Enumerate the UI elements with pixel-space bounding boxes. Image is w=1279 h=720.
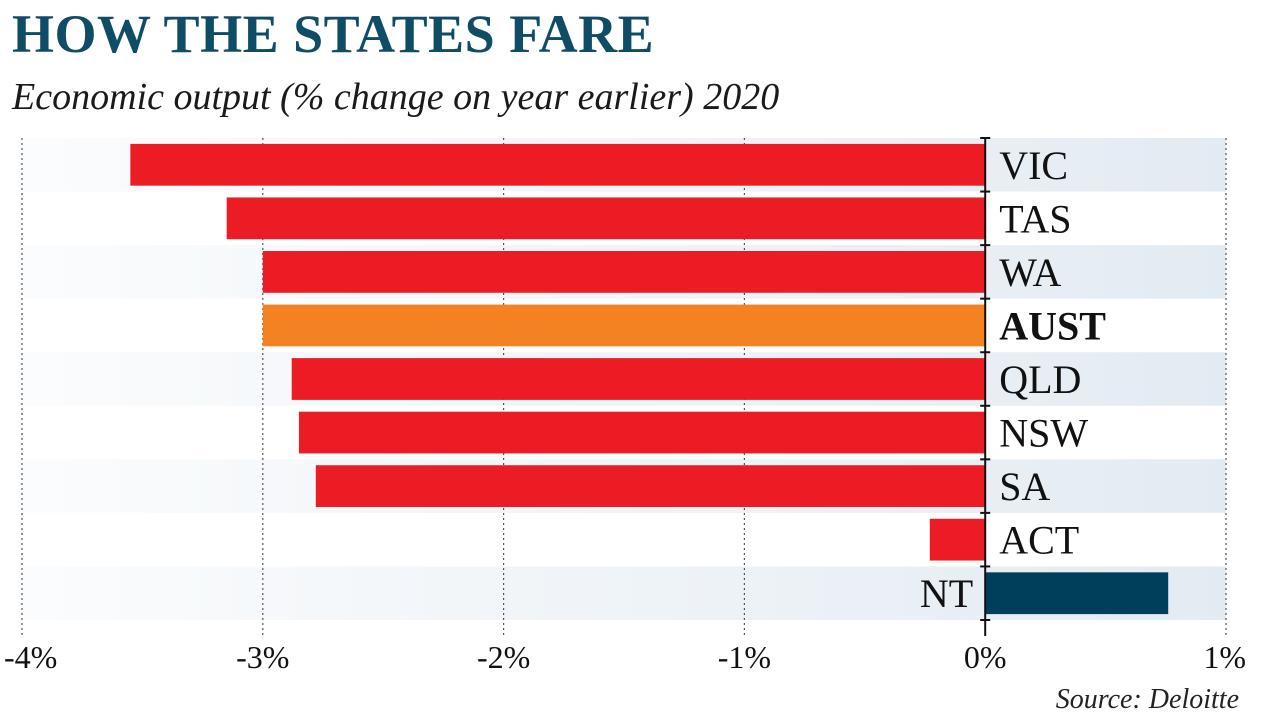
- x-tick-label: 0%: [964, 639, 1007, 675]
- x-tick-label: -3%: [236, 639, 289, 675]
- chart-title: HOW THE STATES FARE: [12, 4, 655, 64]
- category-label-nt: NT: [920, 571, 973, 616]
- bar-act: [929, 518, 986, 561]
- x-tick-label: -1%: [718, 639, 771, 675]
- category-label-sa: SA: [999, 464, 1050, 509]
- x-tick-label: 1%: [1203, 639, 1246, 675]
- bar-tas: [226, 197, 986, 240]
- category-label-wa: WA: [999, 250, 1061, 295]
- source-note: Source: Deloitte: [1055, 684, 1239, 715]
- x-tick-label: -4%: [4, 639, 57, 675]
- bar-qld: [291, 358, 986, 400]
- category-label-nsw: NSW: [999, 411, 1088, 456]
- bar-vic: [130, 143, 986, 186]
- bar-aust: [262, 304, 986, 347]
- bar-nt: [985, 572, 1169, 615]
- bar-nsw: [298, 411, 986, 454]
- bar-sa: [315, 465, 986, 507]
- x-tick-label: -2%: [477, 639, 530, 675]
- chart-subtitle: Economic output (% change on year earlie…: [12, 76, 780, 118]
- category-label-act: ACT: [999, 518, 1079, 563]
- category-label-tas: TAS: [999, 196, 1071, 241]
- category-label-vic: VIC: [999, 143, 1068, 188]
- bar-wa: [262, 251, 986, 293]
- category-label-aust: AUST: [999, 303, 1106, 348]
- category-label-qld: QLD: [999, 357, 1081, 402]
